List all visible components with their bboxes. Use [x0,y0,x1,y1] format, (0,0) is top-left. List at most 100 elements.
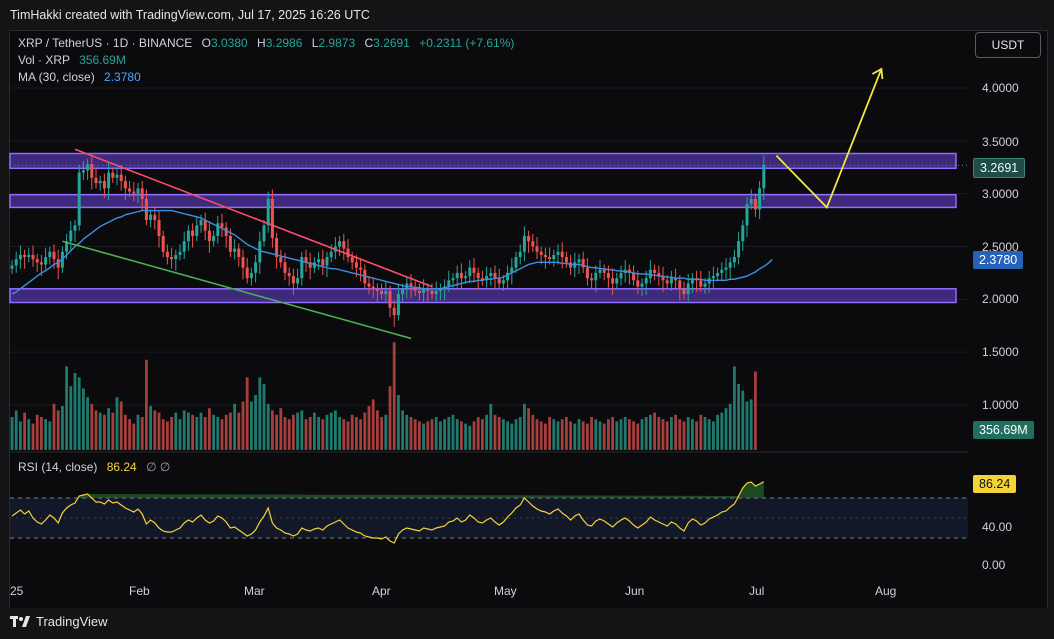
volume-bar [749,399,753,450]
volume-bar [166,421,169,450]
volume-bar [250,401,253,450]
volume-bar [23,412,26,450]
volume-bar [208,408,211,450]
candle-body [703,283,707,287]
volume-bar [229,412,232,450]
volume-bar [644,417,648,450]
volume-bar [31,423,35,450]
candle-body [77,172,81,226]
candle-body [581,259,585,268]
volume-bar [279,408,283,450]
volume-bar [376,410,379,450]
time-tick: 25 [10,584,24,598]
volume-bar [380,417,383,450]
candle-body [598,269,602,273]
volume-bar [657,417,661,450]
volume-bar [359,419,362,450]
volume-bar [619,419,623,450]
volume-bar [670,417,673,450]
ma-label[interactable]: MA (30, close) [18,70,95,84]
symbol-title[interactable]: XRP / TetherUS · 1D · BINANCE [18,36,193,50]
candle-body [480,278,484,281]
rsi-tick: 40.00 [982,520,1013,534]
credit-text: TimHakki created with TradingView.com, J… [10,8,370,22]
candle-body [115,174,119,178]
volume-bar [439,421,442,450]
candle-body [191,230,195,236]
candle-body [522,235,526,252]
candle-body [682,288,686,295]
volume-bar [569,421,572,450]
volume-bar [401,410,404,450]
horizontal-zone [9,288,957,304]
candle-body [661,276,665,281]
volume-bar [661,419,665,450]
volume-bar [707,419,711,450]
candle-body [233,248,237,252]
candle-body [732,257,736,263]
candle-body [275,238,279,258]
candle-body [518,251,522,258]
volume-bar [199,412,203,450]
candle-body [359,267,363,270]
candle-body [35,259,39,263]
candle-body [560,251,564,258]
candle-body [279,257,283,263]
candle-body [669,278,673,284]
candle-body [447,280,451,287]
volume-bar [485,414,488,450]
volume-bar [342,419,346,450]
volume-bar [388,386,392,450]
volume-bar [472,421,476,450]
volume-bar [430,419,434,450]
volume-bar [628,419,631,450]
volume-bar [506,421,509,450]
volume-bar [518,417,522,450]
volume-bar [535,419,539,450]
resistance-trendline [74,148,433,288]
candle-body [182,241,186,252]
volume-bar [468,425,472,450]
time-tick: Jul [749,584,765,598]
candle-body [430,290,434,295]
volume-bar [157,412,161,450]
volume-bar [262,384,266,450]
volume-bar [623,417,627,450]
volume-bar [254,395,257,450]
candle-body [14,259,18,266]
candle-body [304,257,308,263]
volume-bar [434,417,438,450]
tradingview-brand[interactable]: TradingView [10,614,108,629]
ma-value: 2.3780 [104,70,141,84]
volume-bar [497,417,501,450]
volume-bar [548,417,551,450]
support-trendline [62,240,412,340]
volume-label[interactable]: Vol · XRP [18,53,70,67]
candle-body [749,198,753,205]
volume-bar [241,401,245,450]
candle-body [94,177,98,184]
candle-body [140,188,144,199]
rsi-hidden-icons: ∅ ∅ [146,460,171,474]
candle-body [287,272,291,277]
volume-bar [640,419,644,450]
volume-bar [308,417,312,450]
candle-body [510,267,514,273]
time-tick: Mar [244,584,265,598]
volume-bar [728,403,732,450]
currency-button[interactable]: USDT [975,32,1041,58]
candle-body [577,259,581,263]
candle-body [254,262,258,273]
volume-bar [52,403,56,450]
candle-body [291,276,295,284]
candle-body [174,254,178,260]
candle-body [665,280,669,284]
candle-body [39,262,43,265]
rsi-legend: RSI (14, close) 86.24 ∅ ∅ [18,460,170,474]
candle-body [619,272,623,279]
volume-value: 356.69M [79,53,126,67]
ma-legend: MA (30, close) 2.3780 [18,70,141,84]
volume-bar [371,399,375,450]
rsi-label[interactable]: RSI (14, close) [18,460,98,474]
